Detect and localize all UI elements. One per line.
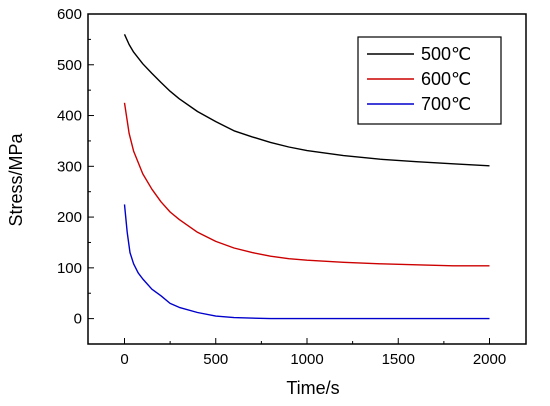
x-tick-label: 500 [203, 351, 228, 368]
legend: 500℃ 600℃ 700℃ [357, 36, 502, 125]
y-tick-label: 200 [57, 209, 82, 226]
y-tick-label: 0 [74, 311, 82, 328]
y-tick-label: 400 [57, 108, 82, 125]
series-line [123, 102, 490, 267]
x-tick-label: 2000 [473, 351, 506, 368]
y-tick-label: 100 [57, 260, 82, 277]
legend-label: 600℃ [421, 69, 471, 89]
x-axis-title: Time/s [286, 378, 339, 398]
y-axis-title: Stress/MPa [6, 133, 26, 227]
y-tick-label: 600 [57, 6, 82, 23]
series-line [123, 34, 490, 167]
x-tick-label: 1000 [290, 351, 323, 368]
series-lines [123, 34, 490, 320]
y-tick-label: 300 [57, 158, 82, 175]
axis-ticks: 0 500 1000 1500 2000 0 100 200 300 400 500 600 [57, 6, 506, 368]
x-tick-label: 1500 [382, 351, 415, 368]
legend-label: 500℃ [421, 44, 471, 64]
legend-box [357, 36, 502, 125]
legend-label: 700℃ [421, 94, 471, 114]
x-tick-label: 0 [120, 351, 128, 368]
y-tick-label: 500 [57, 57, 82, 74]
series-line [123, 204, 490, 320]
